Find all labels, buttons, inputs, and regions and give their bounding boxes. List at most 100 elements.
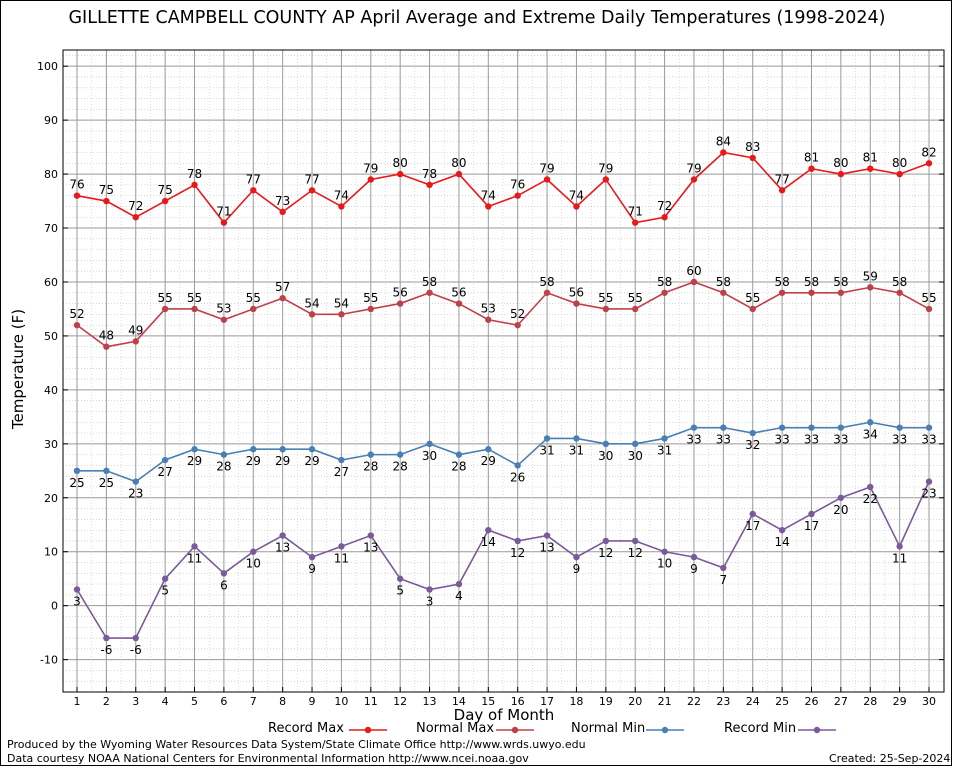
data-point-record-min xyxy=(573,553,580,561)
series-line-record-max xyxy=(76,151,930,224)
series-line-record-min xyxy=(76,481,930,639)
data-point-normal-min xyxy=(308,446,316,453)
data-label-normal-max: 58 xyxy=(892,275,907,289)
data-label-normal-min: 25 xyxy=(69,476,84,490)
data-point-record-min xyxy=(103,634,110,642)
y-tick-label: 40 xyxy=(44,384,58,397)
data-label-record-max: 77 xyxy=(774,172,789,186)
data-label-record-max: 73 xyxy=(275,194,290,208)
data-label-record-max: 75 xyxy=(157,183,172,197)
x-tick-label: 8 xyxy=(279,695,286,708)
legend-marker-record-min xyxy=(813,726,821,734)
data-label-record-max: 80 xyxy=(393,156,408,170)
data-label-record-min: 10 xyxy=(246,557,261,571)
data-point-record-max xyxy=(338,203,345,210)
x-tick-label: 9 xyxy=(309,695,316,708)
y-tick-label: 100 xyxy=(37,60,58,73)
series-record-max: 76 75 72 75 78 71 77 73 77 74 79 80 78 80 74 76 79 74 79 71… xyxy=(69,135,937,226)
data-point-record-max xyxy=(514,192,521,199)
legend xyxy=(349,726,836,734)
data-label-normal-max: 58 xyxy=(716,275,731,289)
data-point-normal-min xyxy=(778,424,786,431)
data-point-normal-min xyxy=(661,435,668,442)
data-point-normal-max xyxy=(543,289,551,296)
data-label-normal-min: 28 xyxy=(216,460,231,474)
data-label-record-min: 5 xyxy=(396,584,404,598)
data-label-record-max: 72 xyxy=(657,199,672,213)
data-point-record-min xyxy=(161,575,169,582)
data-label-record-max: 71 xyxy=(216,205,231,219)
data-point-normal-min xyxy=(161,456,169,464)
x-tick-label: 21 xyxy=(658,695,672,708)
data-point-record-min xyxy=(73,586,81,593)
data-label-record-min: 14 xyxy=(481,535,496,549)
x-tick-label: 24 xyxy=(746,695,760,708)
data-point-record-max xyxy=(308,187,316,194)
data-label-record-max: 77 xyxy=(246,172,261,186)
y-tick-label: 10 xyxy=(44,546,58,559)
data-label-record-max: 79 xyxy=(598,161,613,175)
data-point-normal-min xyxy=(191,446,198,453)
data-label-normal-min: 34 xyxy=(863,427,878,441)
data-label-record-max: 81 xyxy=(804,151,819,165)
data-point-record-min xyxy=(338,543,345,550)
data-point-record-min xyxy=(132,634,139,642)
y-tick-label: 20 xyxy=(44,492,58,505)
data-label-normal-min: 33 xyxy=(686,433,701,447)
data-point-normal-max xyxy=(426,289,433,296)
data-label-normal-max: 55 xyxy=(745,291,760,305)
x-tick-label: 19 xyxy=(599,695,613,708)
data-point-normal-max xyxy=(308,311,316,318)
data-point-normal-max xyxy=(485,316,492,323)
data-label-normal-min: 30 xyxy=(598,449,613,463)
data-point-normal-min xyxy=(338,456,345,464)
data-point-normal-min xyxy=(925,424,933,431)
data-label-normal-max: 58 xyxy=(539,275,554,289)
data-label-record-min: 9 xyxy=(573,562,581,576)
y-tick-label: 0 xyxy=(51,600,58,613)
data-label-record-max: 83 xyxy=(745,140,760,154)
data-point-record-max xyxy=(543,176,551,183)
legend-marker-normal-min xyxy=(661,726,669,734)
data-label-record-min: 20 xyxy=(833,503,848,517)
data-label-record-min: 5 xyxy=(161,584,169,598)
data-point-normal-max xyxy=(573,300,580,307)
data-label-record-max: 79 xyxy=(539,161,554,175)
data-label-normal-max: 55 xyxy=(246,291,261,305)
x-tick-label: 6 xyxy=(220,695,227,708)
y-tick-label: -10 xyxy=(40,654,58,667)
data-label-normal-min: 29 xyxy=(246,454,261,468)
x-tick-label: 30 xyxy=(922,695,936,708)
data-point-record-min xyxy=(426,586,433,593)
data-label-normal-max: 57 xyxy=(275,280,290,294)
data-label-normal-min: 31 xyxy=(539,443,554,457)
data-point-record-min xyxy=(690,553,698,561)
data-point-normal-max xyxy=(396,300,404,307)
data-label-normal-min: 33 xyxy=(892,433,907,447)
data-label-record-max: 74 xyxy=(334,188,349,202)
data-label-normal-min: 30 xyxy=(628,449,643,463)
data-label-record-max: 80 xyxy=(892,156,907,170)
data-label-record-max: 79 xyxy=(686,161,701,175)
data-point-normal-max xyxy=(191,305,198,313)
x-tick-label: 3 xyxy=(132,695,139,708)
data-point-normal-max xyxy=(220,316,228,323)
data-point-record-min xyxy=(778,526,786,534)
data-point-record-max xyxy=(896,170,903,178)
plot-border xyxy=(62,49,945,693)
data-point-record-max xyxy=(573,203,580,210)
data-label-record-max: 74 xyxy=(481,188,496,202)
data-label-normal-min: 27 xyxy=(157,465,172,479)
data-label-record-max: 80 xyxy=(833,156,848,170)
data-point-normal-min xyxy=(690,424,698,431)
data-label-record-min: 17 xyxy=(745,519,760,533)
data-label-record-min: 9 xyxy=(690,562,698,576)
x-tick-label: 28 xyxy=(863,695,877,708)
data-label-record-max: 74 xyxy=(569,188,584,202)
series-line-normal-min xyxy=(77,421,929,483)
data-label-record-max: 75 xyxy=(99,183,114,197)
data-point-normal-min xyxy=(543,435,551,442)
data-point-normal-min xyxy=(279,446,286,453)
x-tick-label: 25 xyxy=(775,695,789,708)
